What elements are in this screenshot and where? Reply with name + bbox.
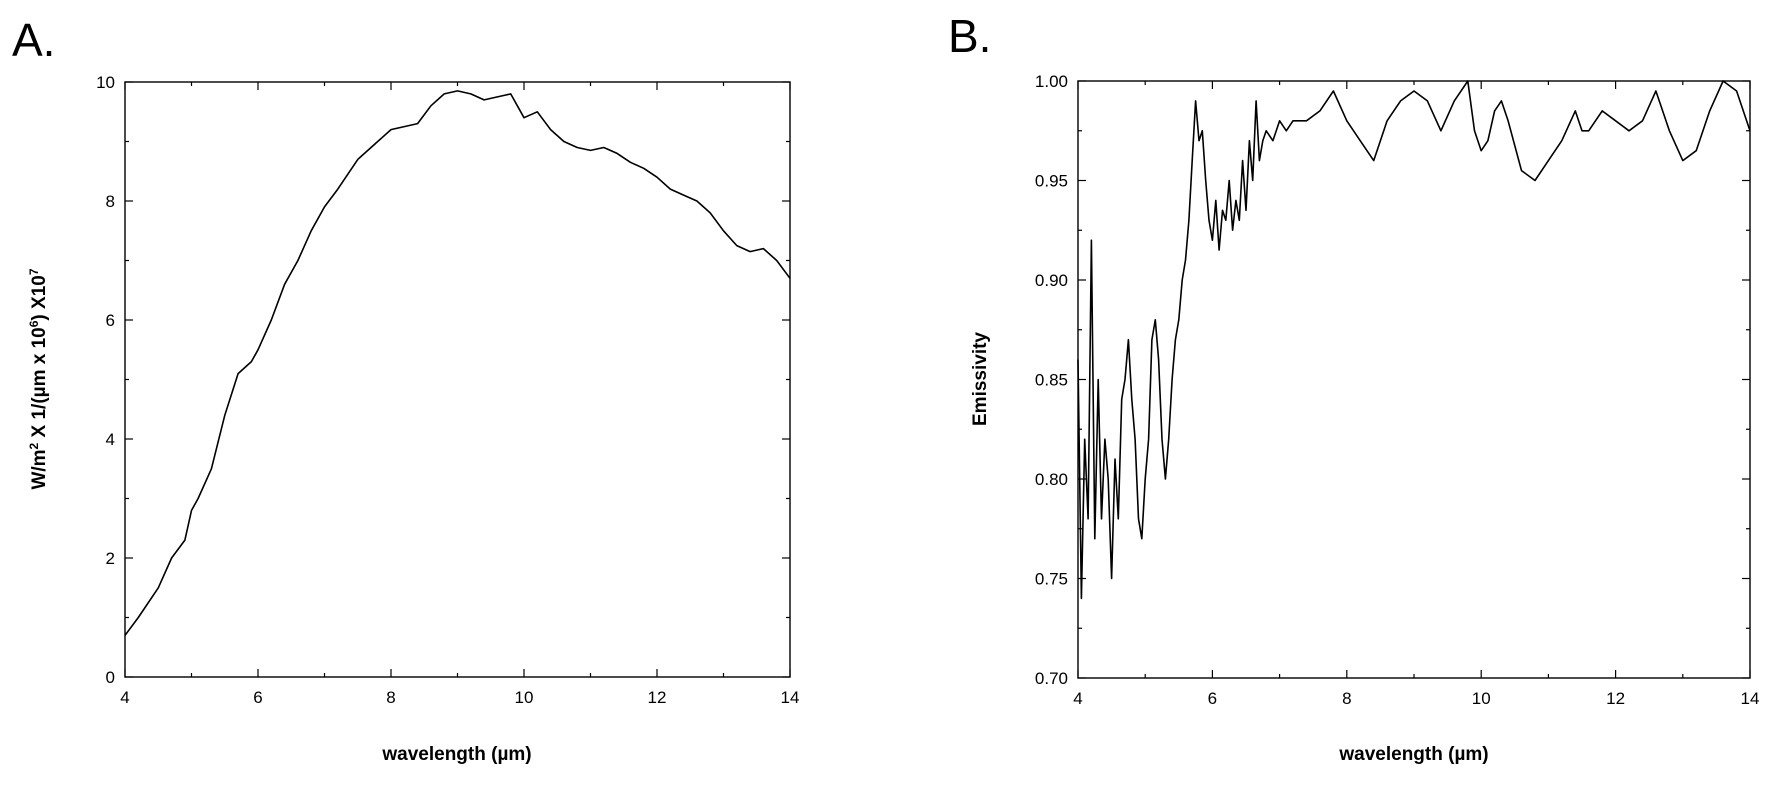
y-axis-title-a-text: X 1/(µm x 10: [29, 327, 50, 443]
x-tick-label: 4: [120, 688, 129, 707]
x-tick-label: 12: [648, 688, 667, 707]
y-tick-label: 0: [106, 668, 115, 687]
x-tick-label: 8: [1342, 689, 1351, 708]
y-tick-label: 8: [106, 192, 115, 211]
y-axis-title-a-superscript: 7: [27, 268, 41, 275]
panel-label-b: B.: [948, 10, 991, 62]
x-tick-label: 14: [781, 688, 800, 707]
y-axis-title-a-text: W/m: [29, 449, 50, 489]
y-axis-title-a-superscript: 6: [27, 320, 41, 327]
y-tick-label: 0.85: [1035, 371, 1068, 390]
y-tick-label: 6: [106, 311, 115, 330]
x-tick-label: 8: [386, 688, 395, 707]
x-tick-label: 14: [1741, 689, 1760, 708]
y-axis-title-a-superscript: 2: [27, 442, 41, 449]
y-tick-label: 4: [106, 430, 115, 449]
x-axis-title-b: wavelength (µm): [1338, 744, 1488, 765]
y-axis-title-a-text: ) X10: [29, 275, 50, 320]
tick-labels-a: 4 6 8 10 12 14 0 2 4 6 8 10: [96, 73, 799, 707]
plot-frame-a: [124, 81, 791, 678]
ticks-b: [1077, 80, 1751, 679]
y-axis-title-b: Emissivity: [970, 332, 991, 426]
y-tick-label: 10: [96, 73, 115, 92]
x-tick-label: 10: [515, 688, 534, 707]
series-line-b: [1077, 80, 1751, 600]
y-tick-label: 0.90: [1035, 271, 1068, 290]
x-axis-title-a: wavelength (µm): [381, 744, 531, 765]
ticks-a: [124, 81, 791, 678]
chart-b: B. 4 6 8 10 12 14 0.70 0.75 0.80 0.85 0.90 0.95 1.00…: [948, 10, 1759, 765]
x-tick-label: 6: [253, 688, 262, 707]
y-tick-label: 2: [106, 549, 115, 568]
y-tick-label: 1.00: [1035, 72, 1068, 91]
tick-labels-b: 4 6 8 10 12 14 0.70 0.75 0.80 0.85 0.90 0.95 1.00: [1035, 72, 1760, 708]
plot-frame-b: [1077, 80, 1751, 679]
series-line-a: [124, 90, 791, 636]
y-tick-label: 0.95: [1035, 172, 1068, 191]
y-tick-label: 0.70: [1035, 669, 1068, 688]
y-tick-label: 0.80: [1035, 470, 1068, 489]
x-tick-label: 12: [1606, 689, 1625, 708]
y-axis-title-a: W/m2 X 1/(µm x 106) X107: [27, 268, 50, 489]
y-tick-label: 0.75: [1035, 570, 1068, 589]
panel-label-a: A.: [12, 14, 55, 66]
x-tick-label: 4: [1073, 689, 1082, 708]
x-tick-label: 6: [1208, 689, 1217, 708]
x-tick-label: 10: [1472, 689, 1491, 708]
